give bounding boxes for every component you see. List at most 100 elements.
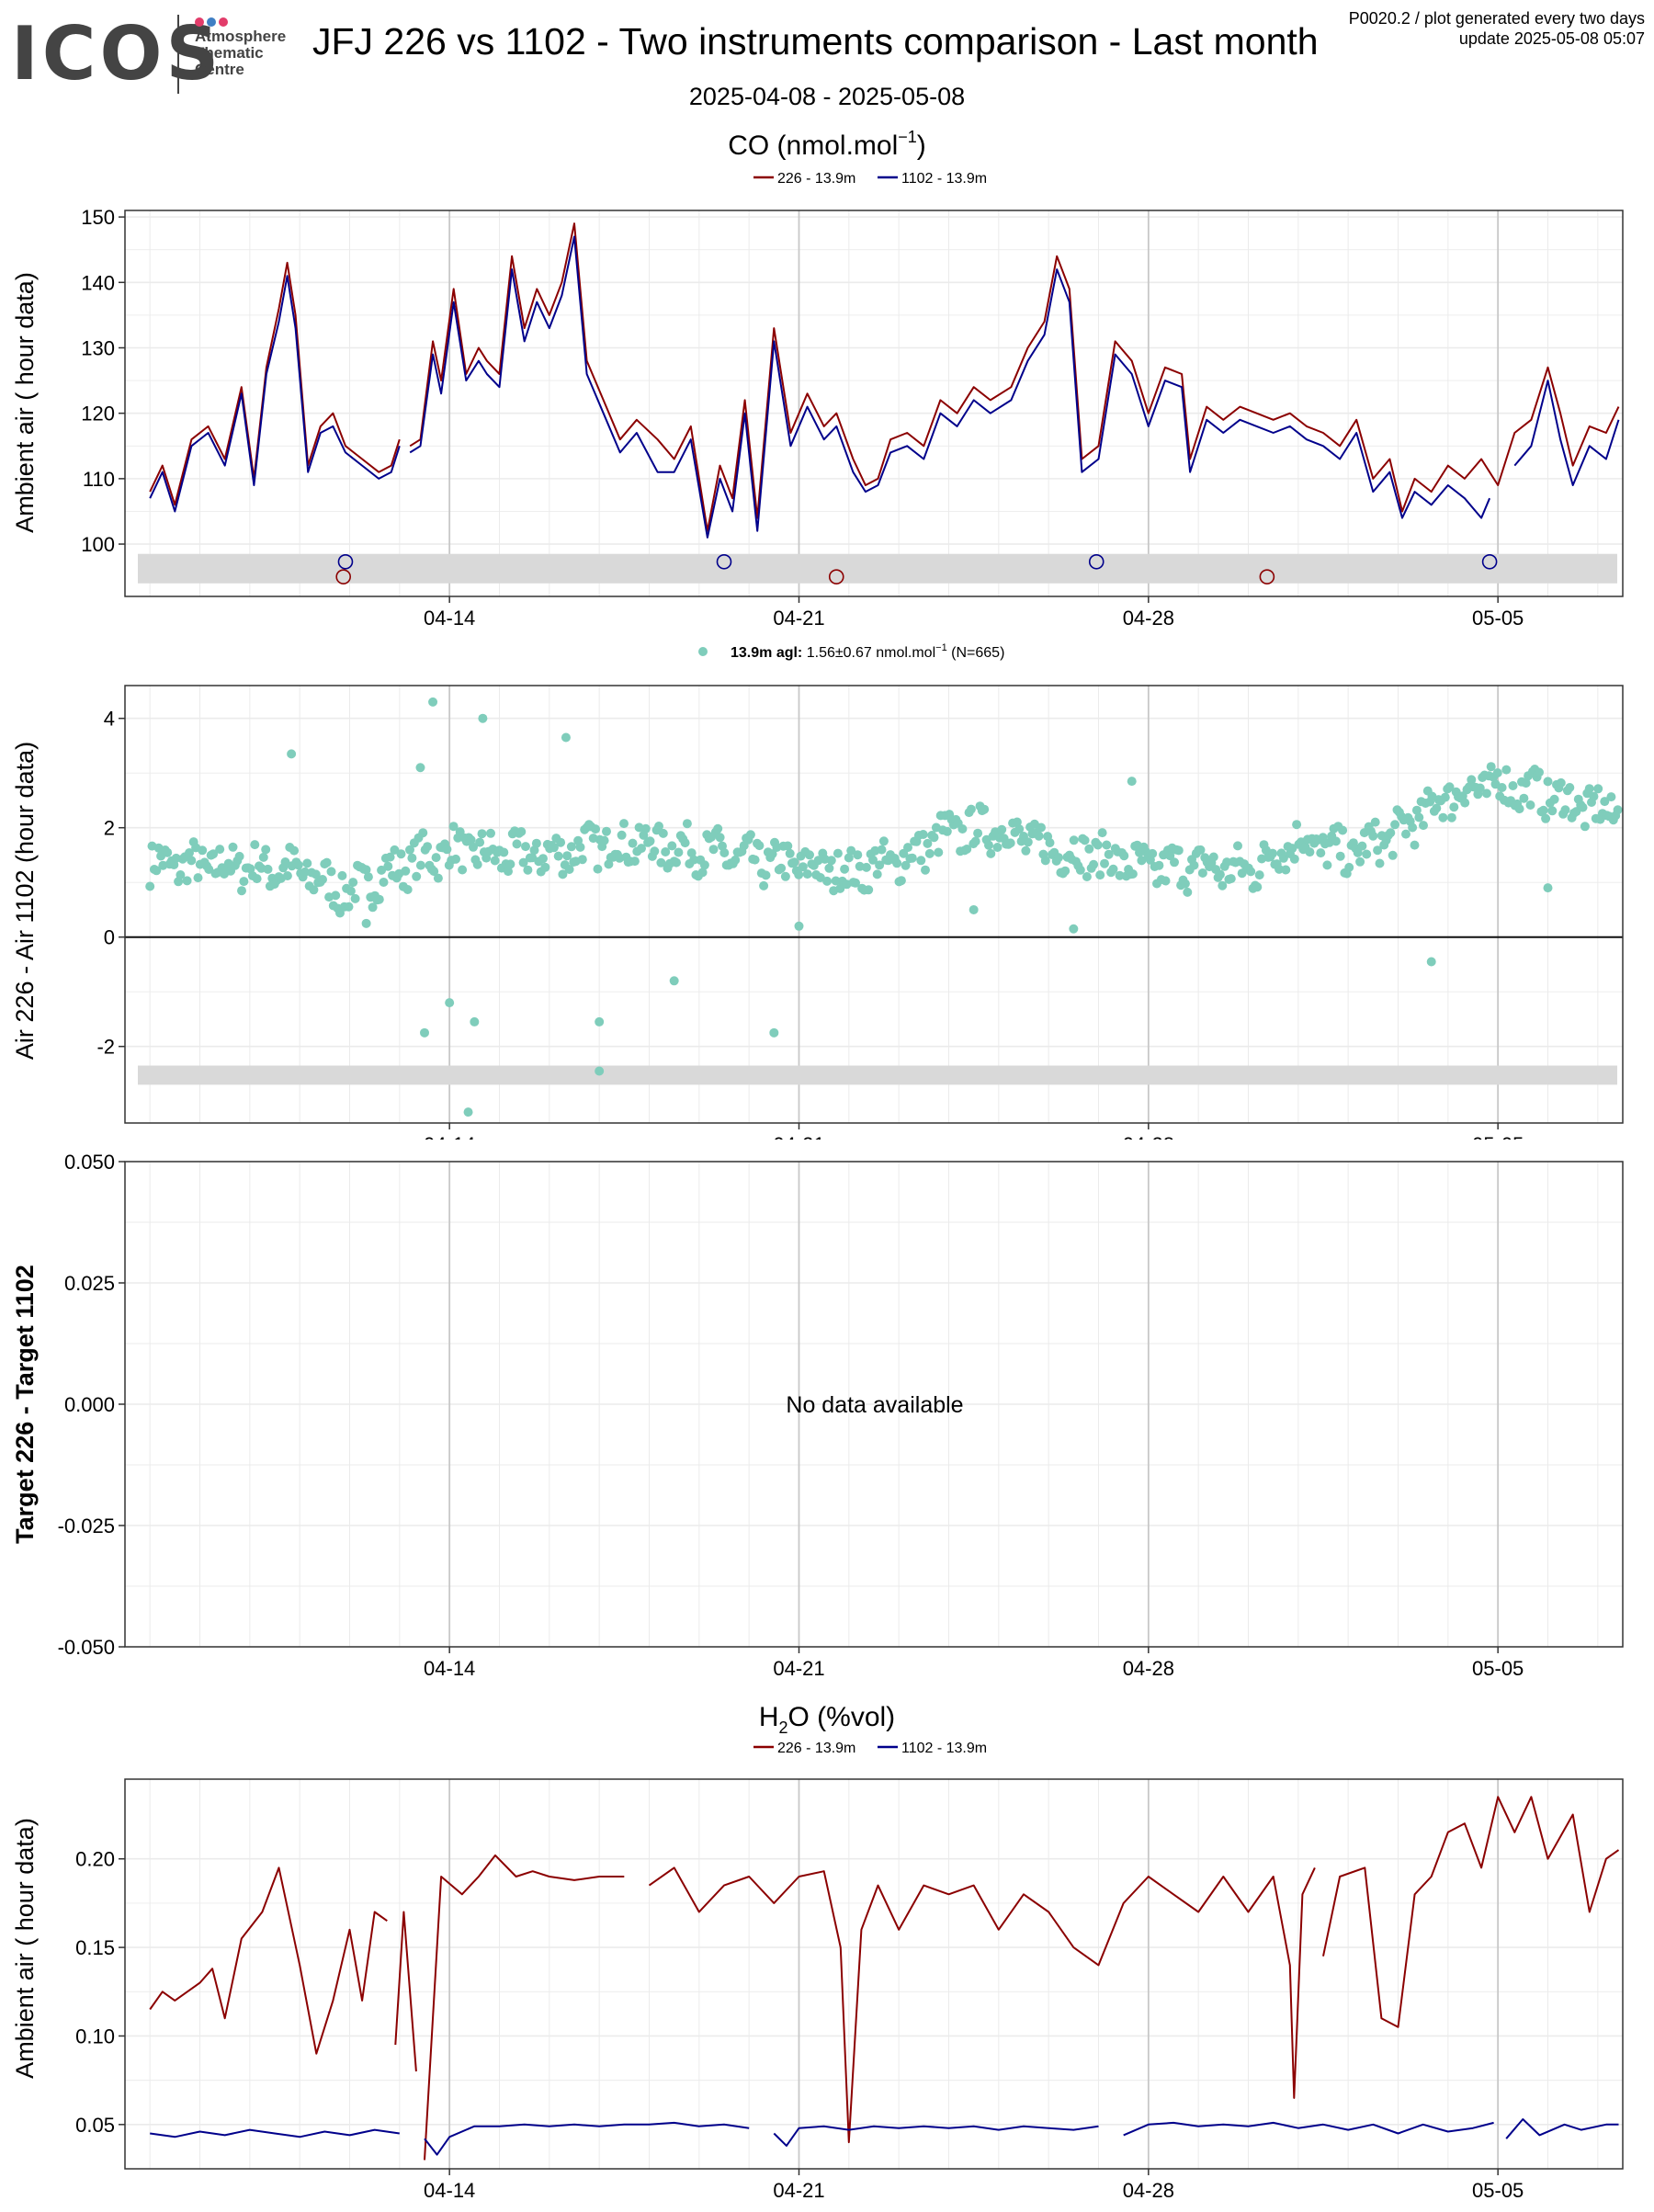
logo-subtitle: Atmosphere Thematic Centre [195,28,305,78]
diff-point [385,852,395,862]
diff-point-outlier [478,713,488,723]
diff-point [318,875,327,884]
diff-point [1460,798,1470,808]
diff-point [754,841,765,851]
logo-divider [177,15,179,94]
diff-point [566,842,576,852]
co-plot-frame [124,210,1624,597]
diff-point-outlier [287,749,297,759]
y-tick-label: 0.15 [75,1936,115,1959]
diff-point [798,862,808,872]
diff-point [523,865,533,875]
h2o-title-sub: 2 [778,1719,787,1737]
diff-point [558,869,568,879]
h2o-grid [125,1779,1623,2169]
diff-point [258,852,268,862]
diff-point [1268,848,1277,858]
diff-point [1560,805,1570,815]
diff-point [682,819,692,829]
diff-point [1580,822,1590,832]
diff-point [448,822,459,832]
diff-point [1508,781,1518,790]
y-tick-label: -0.025 [58,1514,115,1537]
diff-point [962,845,972,854]
diff-point [1390,820,1400,830]
logo-sub-2: Thematic [195,44,264,62]
diff-point [1089,859,1099,869]
y-tick-label: 110 [83,468,115,491]
co-y-axis-label: Ambient air ( hour data) [11,272,39,533]
series-line-226 [149,1796,1620,2161]
diff-point [1095,870,1105,880]
diff-legend-text: 13.9m agl: 1.56±0.67 nmol.mol−1 (N=665) [731,642,1004,661]
diff-point [957,824,968,834]
diff-point [986,848,996,858]
diff-point [697,868,708,878]
diff-point [1093,840,1103,850]
h2o-legend: 226 - 13.9m 1102 - 13.9m [753,1741,987,1756]
diff-point [1543,777,1553,787]
diff-point [1492,768,1502,777]
diff-point [1180,879,1190,889]
h2o-legend-label-1102: 1102 - 13.9m [901,1741,987,1756]
diff-point [846,845,856,856]
diff-point [1519,793,1529,803]
diff-point [901,860,911,870]
diff-point [1481,788,1491,799]
diff-point [767,849,777,859]
diff-point [1584,784,1594,794]
diff-point [602,826,611,836]
diff-point-outlier [463,1107,473,1117]
diff-point [302,858,312,868]
diff-point [1021,845,1031,856]
diff-point [824,863,834,873]
diff-point [415,860,425,870]
diff-point [686,848,697,858]
co-legend-label-1102: 1102 - 13.9m [901,171,987,187]
diff-point [475,837,485,847]
x-tick-label: 04-21 [773,1133,824,1140]
diff-point [433,873,443,883]
diff-point [1012,817,1022,827]
diff-point [1368,831,1378,841]
diff-point [322,857,332,868]
diff-point-outlier [361,918,371,928]
y-tick-label: 0.050 [64,1151,115,1174]
diff-point [1254,870,1264,880]
diff-point [458,865,468,875]
diff-point-outlier [595,1066,605,1076]
diff-point [442,845,452,855]
diff-point [970,836,980,846]
diff-point [1355,856,1365,867]
diff-point [1432,803,1442,813]
x-tick-label: 05-05 [1472,1657,1524,1680]
diff-point [1195,845,1206,855]
diff-point [549,843,559,853]
diff-point [1069,835,1079,845]
diff-point [282,871,292,880]
diff-point-outlier [595,1016,605,1027]
diff-point [835,883,845,893]
diff-y-axis-label: Air 226 - Air 1102 (hour data) [11,742,39,1060]
diff-point [1161,876,1171,886]
diff-point [844,853,854,863]
diff-point [1497,783,1507,792]
diff-point [512,839,522,849]
diff-point [789,857,799,868]
diff-point [918,830,928,839]
diff-point-outlier [669,976,679,986]
diff-point [929,833,939,843]
diff-point [868,855,878,865]
diff-point-outlier [1426,957,1436,967]
diff-point [337,870,347,880]
series-line-226 [149,222,1620,532]
plot-background [125,210,1623,596]
x-tick-label: 04-21 [773,1657,824,1680]
diff-point [348,878,358,888]
diff-point [1578,802,1588,812]
diff-point [564,865,574,874]
diff-point [540,862,550,872]
diff-point [1373,845,1383,856]
diff-point [776,863,787,873]
logo-dots-icon [195,15,231,31]
